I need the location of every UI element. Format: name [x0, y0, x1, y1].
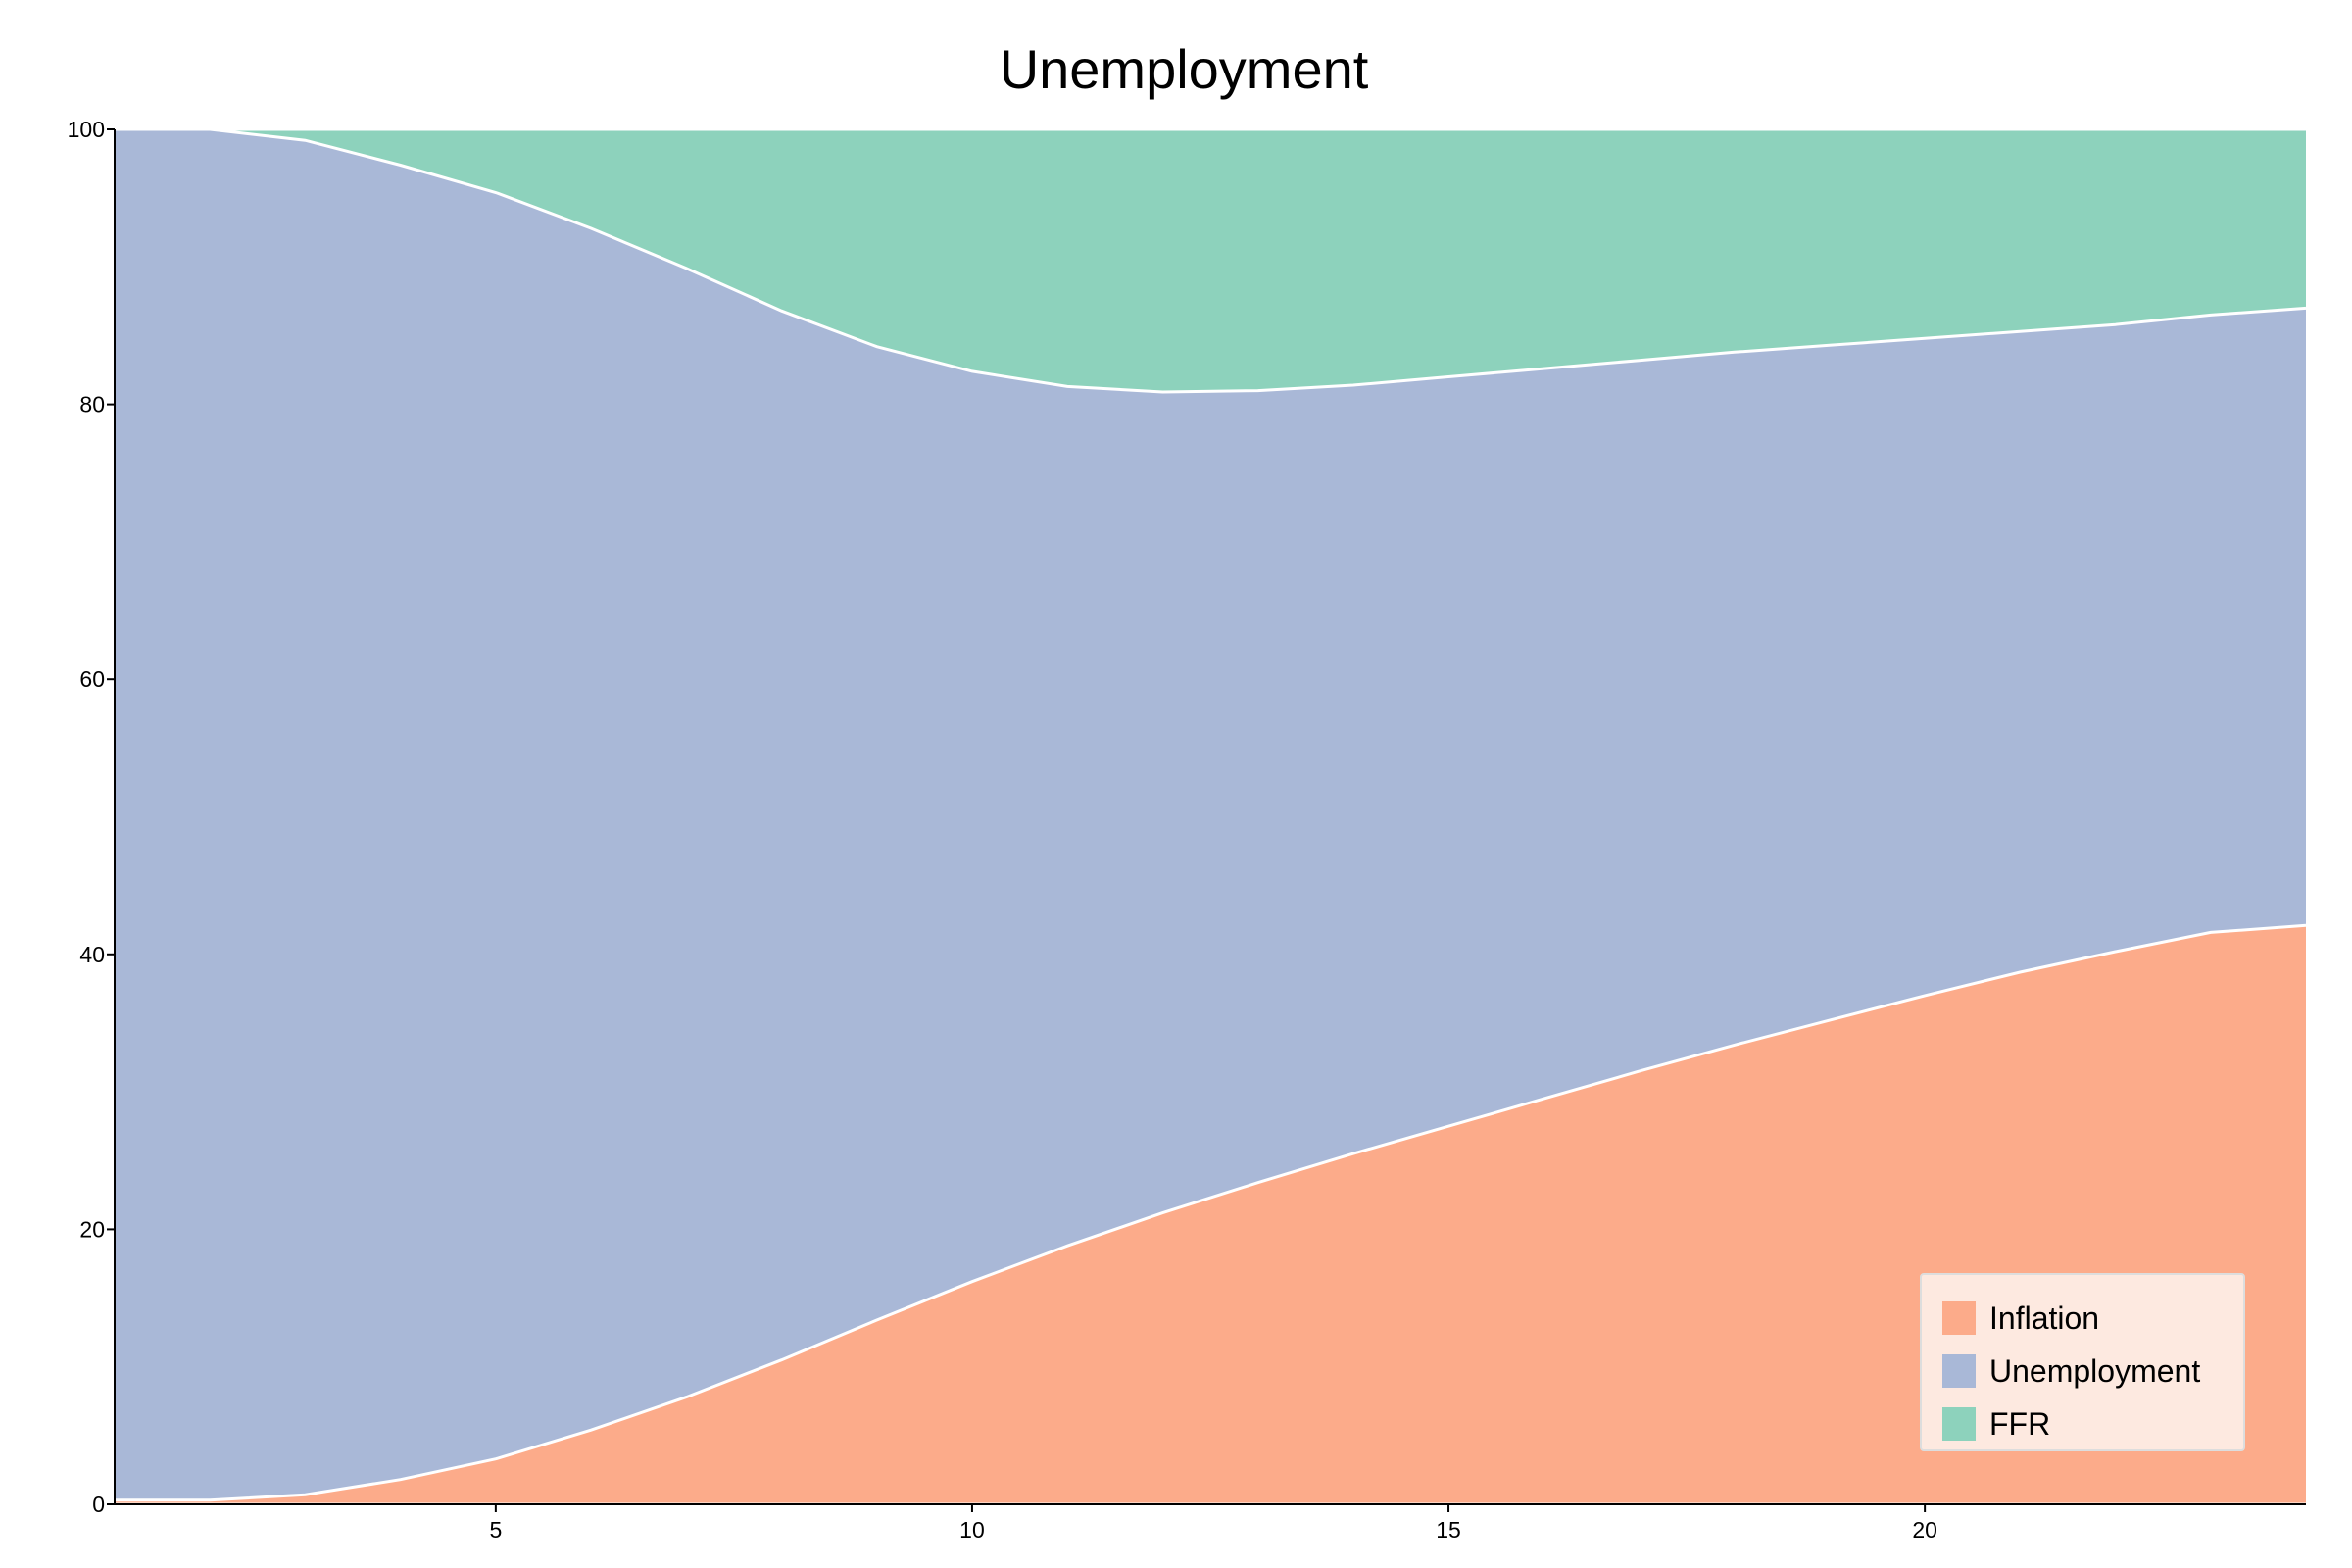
legend-label-inflation: Inflation — [1989, 1300, 2099, 1336]
boundary-line-unemployment — [115, 127, 2307, 394]
y-tick-label: 40 — [79, 942, 105, 967]
y-tick-label: 60 — [79, 666, 105, 692]
legend-box — [1920, 1273, 2245, 1451]
y-tick-label: 80 — [79, 392, 105, 417]
x-tick-label: 10 — [959, 1517, 985, 1543]
x-tick-label: 5 — [489, 1517, 502, 1543]
x-tick-label: 15 — [1436, 1517, 1461, 1543]
chart-title: Unemployment — [1000, 38, 1369, 100]
boundary-line-inflation — [115, 923, 2307, 1502]
area-layers — [115, 129, 2306, 1504]
legend-swatch-ffr — [1942, 1407, 1976, 1441]
y-tick-label: 0 — [92, 1492, 105, 1517]
legend-label-unemployment: Unemployment — [1989, 1353, 2200, 1389]
y-tick-label: 20 — [79, 1216, 105, 1242]
axes: 0 20 40 60 80 100 5 10 15 20 — [68, 117, 2306, 1543]
y-tick-label: 100 — [68, 117, 105, 142]
legend: Inflation Unemployment FFR — [1920, 1273, 2245, 1451]
legend-swatch-unemployment — [1942, 1354, 1976, 1388]
area-ffr — [115, 129, 2306, 392]
x-tick-label: 20 — [1912, 1517, 1937, 1543]
area-inflation — [115, 925, 2306, 1504]
area-unemployment — [115, 129, 2306, 1500]
legend-label-ffr: FFR — [1989, 1406, 2050, 1442]
legend-swatch-inflation — [1942, 1301, 1976, 1335]
